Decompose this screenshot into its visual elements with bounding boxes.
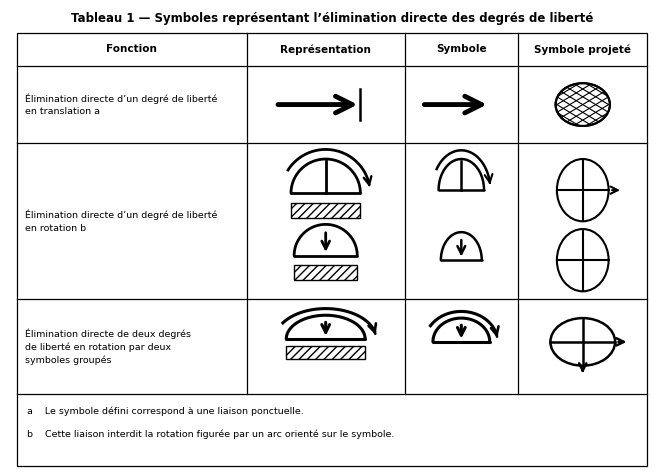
Text: Élimination directe de deux degrés
de liberté en rotation par deux
symboles grou: Élimination directe de deux degrés de li…	[25, 328, 191, 365]
Text: Fonction: Fonction	[106, 45, 157, 55]
Circle shape	[557, 229, 609, 291]
Circle shape	[557, 159, 609, 221]
Text: Symbole: Symbole	[436, 45, 487, 55]
Bar	[291, 203, 361, 218]
Text: a    Le symbole défini correspond à une liaison ponctuelle.: a Le symbole défini correspond à une lia…	[27, 406, 303, 416]
Circle shape	[550, 318, 615, 366]
Text: b    Cette liaison interdit la rotation figurée par un arc orienté sur le symbol: b Cette liaison interdit la rotation fig…	[27, 430, 394, 439]
Text: Élimination directe d’un degré de liberté
en rotation b: Élimination directe d’un degré de libert…	[25, 210, 217, 233]
Ellipse shape	[556, 83, 610, 126]
Bar	[286, 346, 365, 359]
Bar	[294, 265, 357, 280]
Text: Élimination directe d’un degré de liberté
en translation a: Élimination directe d’un degré de libert…	[25, 93, 217, 116]
Text: Représentation: Représentation	[280, 44, 371, 55]
Text: Symbole projeté: Symbole projeté	[535, 44, 631, 55]
Text: Tableau 1 — Symboles représentant l’élimination directe des degrés de liberté: Tableau 1 — Symboles représentant l’élim…	[71, 12, 593, 25]
